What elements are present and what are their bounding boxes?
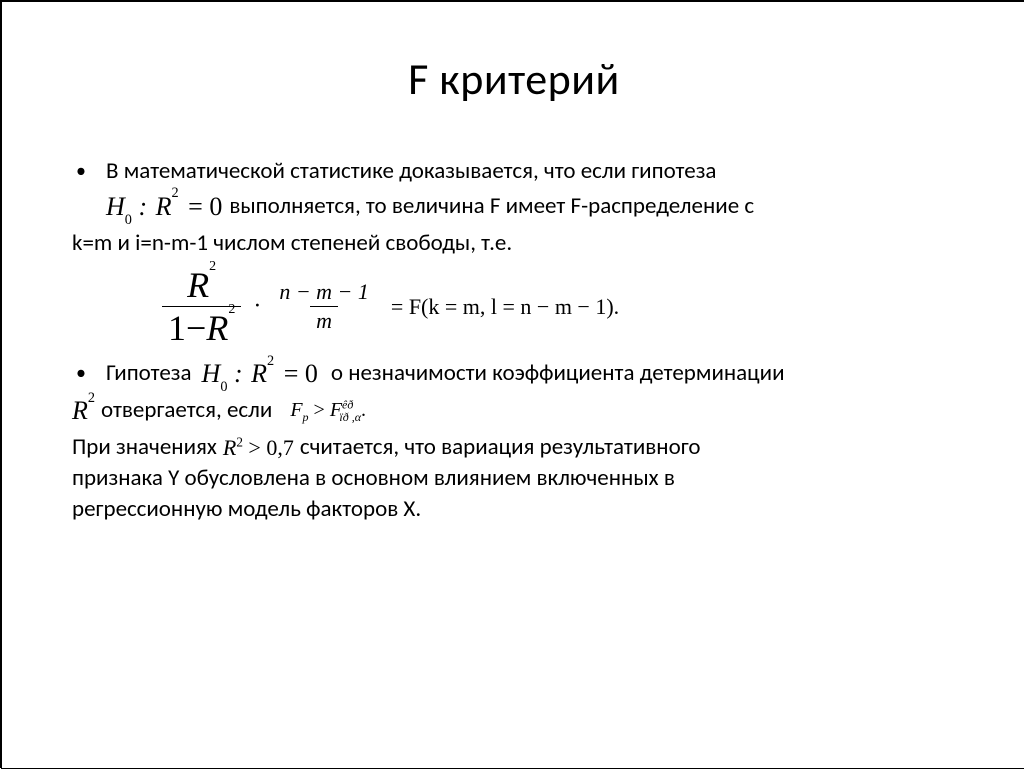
tail-l1-pre: При значениях <box>72 432 217 463</box>
bullet-dot-2: • <box>72 360 106 387</box>
b2-line2-pre: отвергается, если <box>95 395 272 426</box>
b1-line3: k=m и i=n-m-1 числом степеней свободы, т… <box>72 228 956 259</box>
r2-gt-07: R2 > 0,7 <box>217 433 300 463</box>
b2-post: о незначимости коэффициента детерминации <box>331 358 785 389</box>
b2-pre: Гипотеза <box>106 358 192 389</box>
bullet-dot: • <box>72 158 106 185</box>
f-inequality: Fp > Fêðïð ,α. <box>272 397 372 424</box>
slide-body: • В математической статистике доказывает… <box>72 156 956 526</box>
hypothesis-h0: H0 : R2 = 0 <box>102 189 229 224</box>
tail-l3: регрессионную модель факторов X. <box>72 494 956 525</box>
r-squared-symbol: R2 <box>72 393 95 428</box>
b1-line2-post: выполняется, то величина F имеет F-распр… <box>229 191 754 222</box>
slide-title: F критерий <box>72 52 956 106</box>
b1-line1: В математической статистике доказывается… <box>106 156 716 187</box>
main-formula: R2 1−R2 · n − m − 1 m = F(k = m, l = n −… <box>102 267 956 346</box>
hypothesis-h0-2: H0 : R2 = 0 <box>192 356 331 391</box>
tail-l2: признака Y обусловлена в основном влияни… <box>72 463 956 494</box>
tail-l1-post: считается, что вариация результативного <box>300 432 701 463</box>
